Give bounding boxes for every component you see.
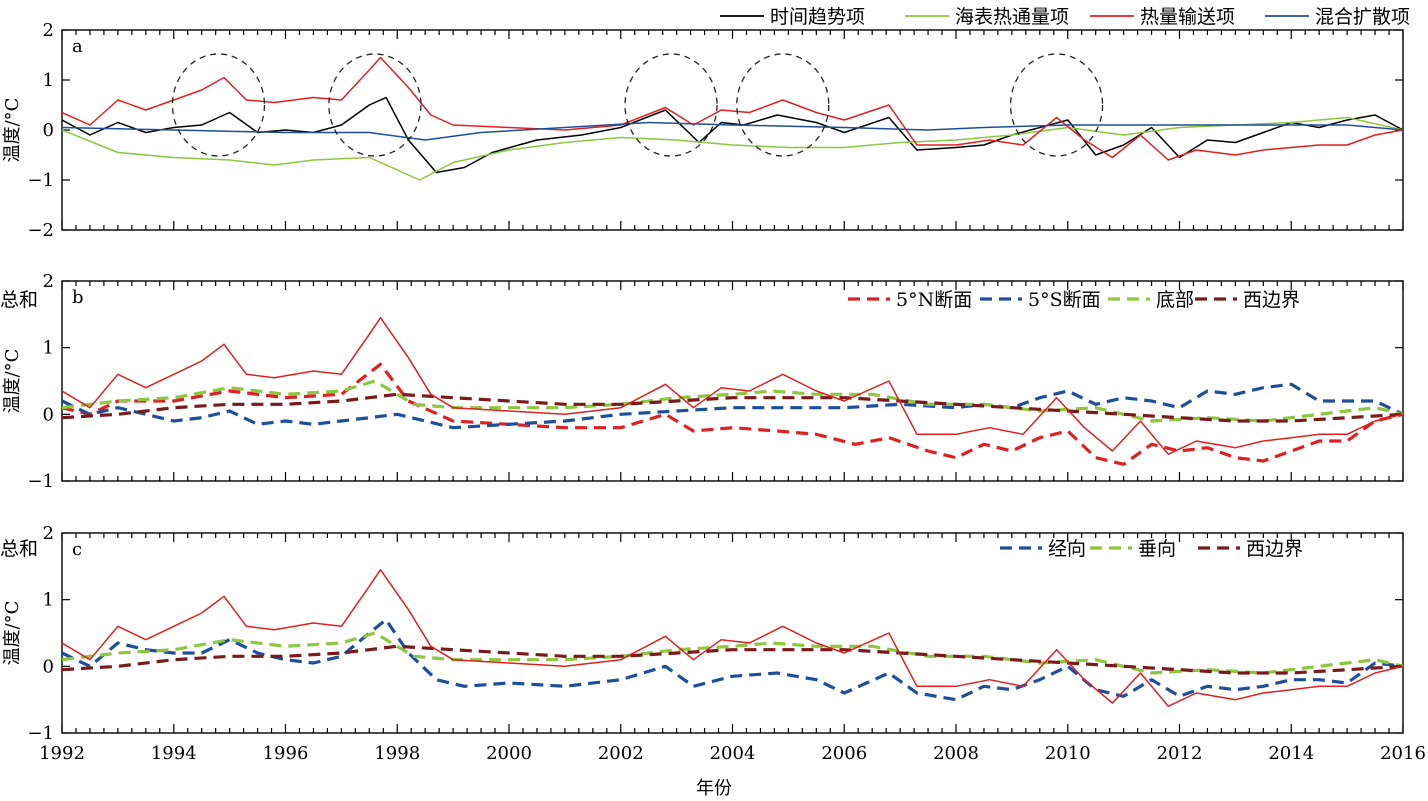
series-line-海表热通量项	[62, 116, 1403, 181]
y-tick-label: 0	[43, 120, 54, 141]
legend: 经向 垂向 西边界 总和	[0, 538, 1303, 560]
y-tick-label: 1	[43, 590, 54, 611]
y-tick-label: 1	[43, 70, 54, 91]
x-tick-label: 2010	[1045, 743, 1091, 764]
y-tick-label: −1	[27, 471, 54, 492]
panel-letter: b	[72, 287, 84, 308]
y-tick-label: −2	[27, 220, 54, 241]
highlight-circle	[1009, 53, 1104, 157]
series-group	[62, 56, 1403, 181]
y-axis-label: 温度/°C	[2, 98, 23, 163]
legend-label: 混合扩散项	[1315, 6, 1410, 28]
panel-c: 2 1 0 −1 温度/°C c 经向 垂向 西边界 总和	[0, 523, 1404, 744]
highlight-circle	[736, 53, 830, 157]
legend-label: 总和	[0, 538, 38, 560]
y-tick-label: 1	[43, 338, 54, 359]
panel-b: 2 1 0 −1 温度/°C b 5°N断面 5°S断面 底部 西边界 总和	[0, 271, 1404, 492]
series-line-5°S断面	[62, 382, 1403, 430]
series-line-底部	[62, 379, 1403, 423]
y-tick-label: 2	[43, 20, 54, 41]
legend-label: 5°N断面	[896, 289, 972, 311]
series-group	[62, 568, 1403, 708]
legend-label: 西边界	[1243, 289, 1300, 311]
panel-letter: a	[72, 36, 83, 57]
legend-label: 底部	[1156, 289, 1194, 311]
series-line-时间趋势项	[62, 96, 1403, 174]
x-tick-label: 2002	[598, 743, 644, 764]
series-line-经向	[62, 618, 1403, 702]
x-tick-label: 2014	[1268, 743, 1314, 764]
series-line-5°N断面	[62, 362, 1403, 466]
legend: 时间趋势项 海表热通量项 热量输送项 混合扩散项	[720, 6, 1410, 28]
highlight-circle	[328, 53, 422, 157]
x-tick-label: 1994	[151, 743, 197, 764]
legend-label: 西边界	[1246, 538, 1303, 560]
y-axis-label: 温度/°C	[2, 349, 23, 414]
series-line-西边界	[62, 644, 1403, 675]
series-line-热量输送项	[62, 56, 1403, 161]
y-tick-label: 2	[43, 271, 54, 292]
y-tick-label: 0	[43, 656, 54, 677]
legend-label: 海表热通量项	[955, 6, 1069, 28]
x-tick-label: 2000	[486, 743, 532, 764]
x-tick-label: 2004	[710, 743, 756, 764]
y-tick-label: 0	[43, 404, 54, 425]
x-tick-label: 1992	[39, 743, 85, 764]
legend-label: 5°S断面	[1028, 289, 1101, 311]
legend-label: 经向	[1048, 538, 1086, 560]
x-tick-label: 2016	[1380, 743, 1426, 764]
legend-label: 垂向	[1138, 538, 1176, 560]
series-line-西边界	[62, 392, 1403, 423]
plot-frame	[61, 280, 1404, 482]
legend-label: 时间趋势项	[770, 6, 865, 28]
y-tick-label: −1	[27, 170, 54, 191]
x-tick-label: 1998	[374, 743, 420, 764]
legend-label: 总和	[0, 289, 38, 311]
panel-letter: c	[72, 539, 82, 560]
legend-label: 热量输送项	[1140, 6, 1235, 28]
x-tick-label: 2008	[933, 743, 979, 764]
legend: 5°N断面 5°S断面 底部 西边界 总和	[0, 289, 1300, 311]
plot-frame	[61, 532, 1404, 734]
series-line-总和	[62, 316, 1403, 456]
x-tick-label: 2012	[1157, 743, 1203, 764]
x-axis-label: 年份	[696, 778, 732, 799]
highlight-circle	[624, 53, 718, 157]
x-axis: 1992 1994 1996 1998 2000 2002 2004 2006 2008 2010…	[39, 743, 1426, 764]
y-tick-label: 2	[43, 523, 54, 544]
panel-a: 2 1 0 −1 −2 温度/°C a 时间趋势项 海表热通量项 热量输送项 混合扩散项	[2, 6, 1410, 241]
plot-frame	[61, 29, 1404, 231]
highlight-circle	[171, 53, 266, 157]
y-axis-label: 温度/°C	[2, 601, 23, 666]
series-line-混合扩散项	[62, 121, 1403, 141]
series-group	[62, 316, 1403, 466]
x-tick-label: 1996	[263, 743, 309, 764]
x-tick-label: 2006	[821, 743, 867, 764]
y-tick-label: −1	[27, 723, 54, 744]
series-line-总和	[62, 568, 1403, 708]
